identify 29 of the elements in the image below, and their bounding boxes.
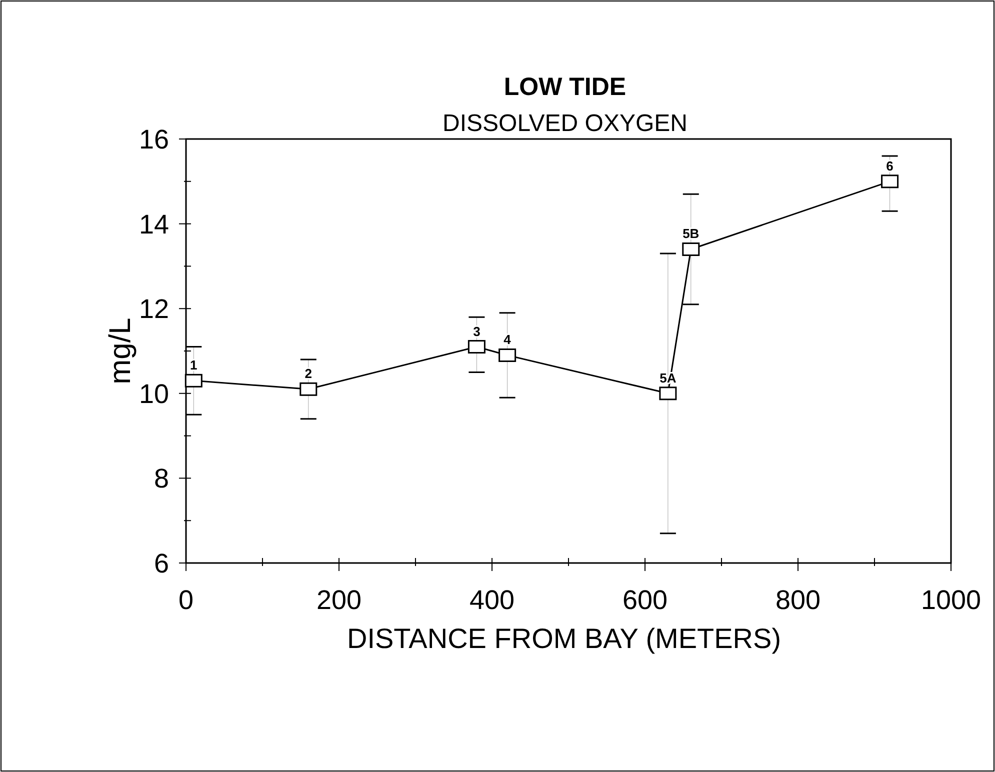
y-tick-label: 6: [154, 548, 169, 578]
x-tick-label: 400: [469, 585, 515, 615]
annotation: 4: [504, 332, 512, 348]
chart-title: LOW TIDE: [504, 73, 626, 101]
x-tick-label: 1000: [920, 585, 982, 615]
annotation: 2: [304, 366, 312, 382]
x-tick-label: 200: [316, 585, 362, 615]
point: [682, 242, 700, 256]
y-axis-title: mg/L: [104, 318, 137, 384]
chart-subtitle: DISSOLVED OXYGEN: [442, 110, 688, 137]
point: [881, 174, 899, 188]
y-tick-label: 12: [138, 294, 169, 324]
point: [659, 386, 677, 400]
point: [184, 374, 202, 388]
annotation: 6: [886, 158, 894, 174]
y-tick-label: 10: [138, 378, 169, 409]
annotation: 3: [473, 324, 480, 339]
x-tick-label: 800: [775, 585, 821, 615]
y-tick-label: 8: [154, 464, 169, 494]
x-tick-label: 0: [178, 585, 194, 615]
annotation: 1: [190, 358, 198, 373]
point: [300, 382, 318, 396]
point: [468, 340, 486, 354]
x-axis-title: DISTANCE FROM BAY (METERS): [346, 623, 782, 654]
y-tick-label: 16: [138, 124, 169, 154]
y-tick-label: 14: [138, 209, 169, 240]
x-tick-label: 600: [622, 585, 668, 615]
point: [498, 348, 516, 362]
annotation: 5B: [682, 226, 700, 242]
